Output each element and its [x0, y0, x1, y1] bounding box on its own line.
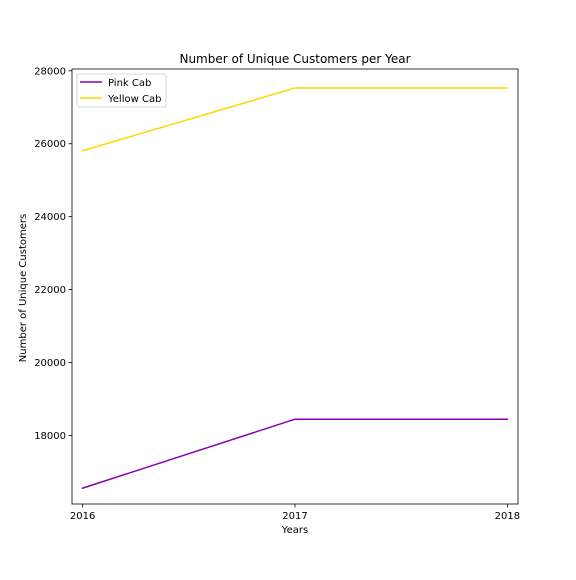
plot-area-frame: [71, 68, 519, 505]
x-axis-label: Years: [281, 525, 308, 536]
y-tick-label: 24000: [34, 212, 66, 223]
axis-ticks: 18000 20000 22000 24000 26000 28000 2016 2017 20…: [34, 66, 520, 522]
y-tick-label: 18000: [34, 431, 66, 442]
chart-title: Number of Unique Customers per Year: [179, 52, 410, 66]
x-tick-label: 2016: [70, 511, 95, 522]
y-tick-label: 22000: [34, 285, 66, 296]
y-tick-label: 28000: [34, 66, 66, 77]
legend-label-pink-cab: Pink Cab: [108, 78, 151, 89]
series-lines: [81, 87, 509, 490]
legend: Pink Cab Yellow Cab: [76, 73, 167, 108]
legend-label-yellow-cab: Yellow Cab: [107, 94, 161, 105]
x-tick-label: 2018: [495, 511, 520, 522]
x-tick-label: 2017: [282, 511, 307, 522]
y-tick-label: 26000: [34, 139, 66, 150]
y-tick-label: 20000: [34, 358, 66, 369]
series-line-yellow-cab: [81, 87, 509, 152]
y-axis-label: Number of Unique Customers: [18, 214, 29, 362]
series-line-pink-cab: [81, 418, 509, 490]
